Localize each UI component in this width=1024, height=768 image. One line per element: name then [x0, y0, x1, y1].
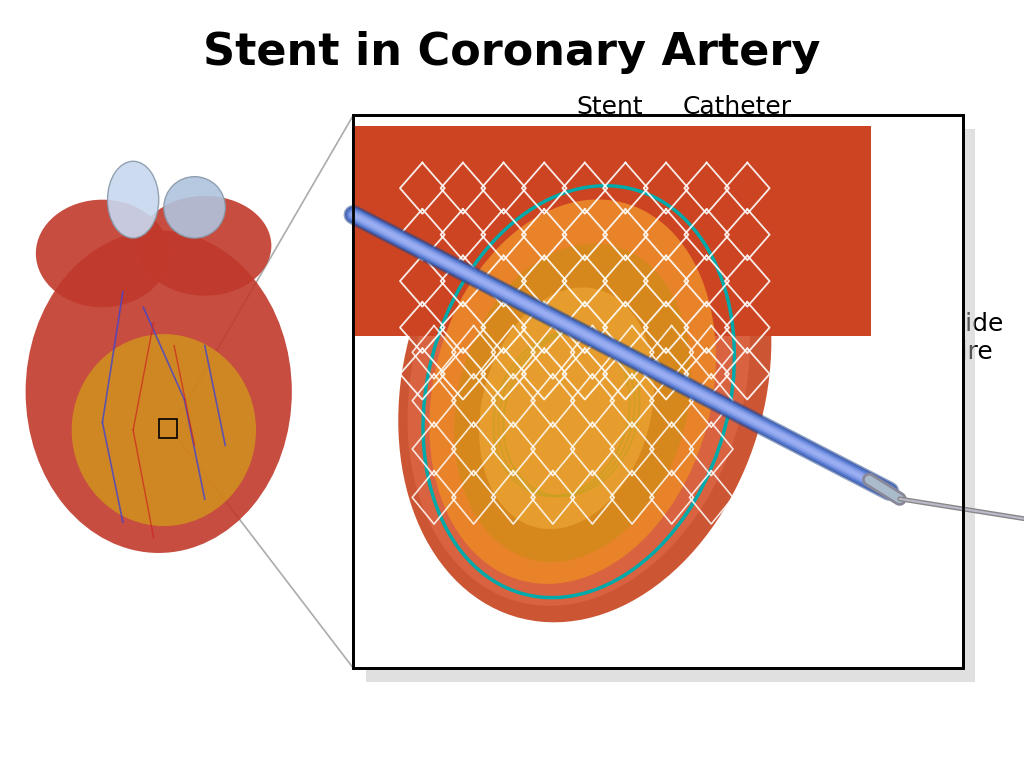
Ellipse shape — [164, 177, 225, 238]
Ellipse shape — [36, 200, 169, 307]
Bar — [353, 126, 871, 336]
Ellipse shape — [429, 200, 716, 584]
Ellipse shape — [398, 139, 771, 622]
Text: Stent in Coronary Artery: Stent in Coronary Artery — [204, 31, 820, 74]
Ellipse shape — [455, 243, 691, 562]
Ellipse shape — [479, 287, 654, 529]
Bar — [353, 115, 963, 668]
Bar — [366, 129, 975, 682]
Text: Catheter: Catheter — [683, 95, 792, 119]
Ellipse shape — [72, 334, 256, 526]
Bar — [353, 115, 963, 668]
Ellipse shape — [108, 161, 159, 238]
Ellipse shape — [408, 155, 750, 606]
Ellipse shape — [138, 196, 271, 296]
Ellipse shape — [26, 230, 292, 553]
Text: Guide
wire: Guide wire — [931, 312, 1005, 364]
Bar — [159, 419, 177, 438]
Text: Stent: Stent — [575, 95, 643, 119]
